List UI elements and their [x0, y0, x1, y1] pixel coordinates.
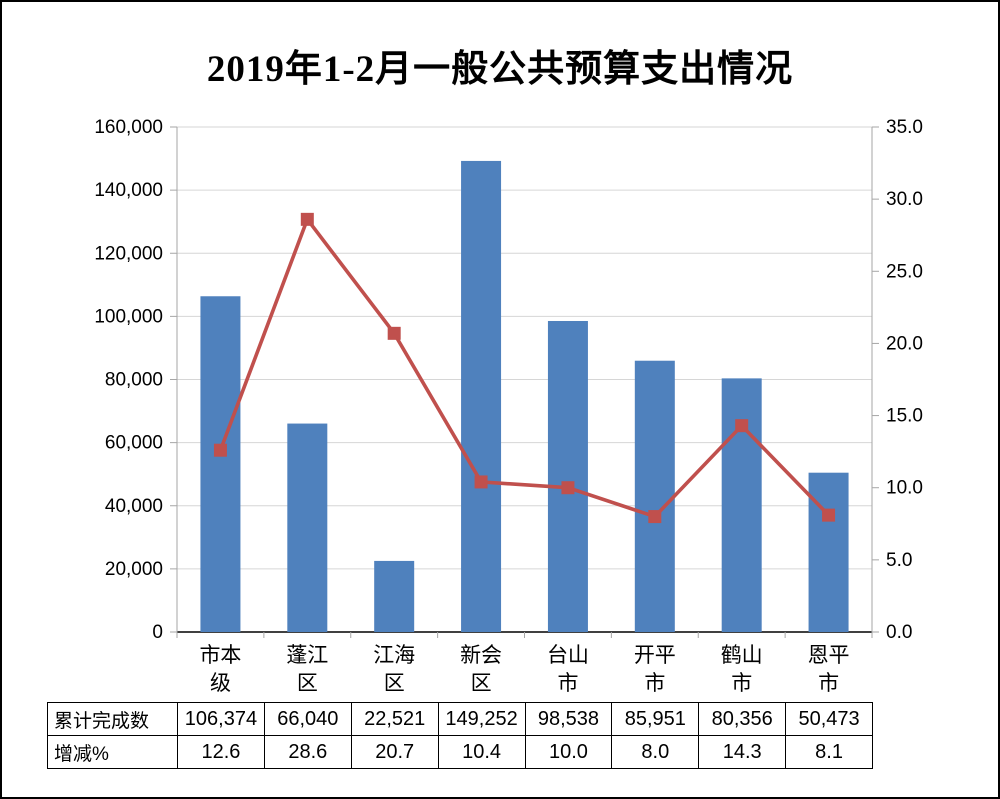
category-label: 市本	[199, 644, 241, 667]
bar	[287, 423, 328, 632]
bar	[808, 472, 849, 632]
right-axis-label: 30.0	[886, 189, 923, 210]
bar	[374, 560, 415, 632]
left-axis-label: 40,000	[105, 496, 163, 517]
left-axis-label: 60,000	[105, 433, 163, 454]
left-axis-label: 20,000	[105, 559, 163, 580]
table-value-cell: 28.6	[264, 736, 352, 769]
table-value-cell: 10.4	[438, 736, 526, 769]
right-axis-label: 35.0	[886, 117, 923, 138]
plot-area: 0 20,000 40,000 60,000 80,000 100,000 120,000 1…	[94, 117, 923, 695]
line-marker	[648, 510, 662, 524]
line-marker	[387, 326, 401, 340]
table-value-cell: 85,951	[612, 703, 700, 736]
category-label: 新会	[460, 644, 502, 667]
table-value-cell: 149,252	[438, 703, 526, 736]
bar	[461, 160, 502, 632]
category-label: 市	[557, 672, 578, 695]
bar	[200, 296, 241, 632]
table-value-cell: 80,356	[699, 703, 787, 736]
table-value-cell: 98,538	[525, 703, 613, 736]
right-axis-label: 5.0	[886, 550, 912, 571]
line-marker	[561, 481, 575, 495]
category-label: 区	[297, 672, 318, 695]
table-value-cell: 20.7	[351, 736, 439, 769]
table-value-cell: 66,040	[264, 703, 352, 736]
line-marker	[735, 419, 749, 433]
right-axis-label: 15.0	[886, 406, 923, 427]
table-value-cell: 10.0	[525, 736, 613, 769]
category-label: 区	[384, 672, 405, 695]
table-value-cell: 12.6	[178, 736, 265, 769]
left-axis-label: 120,000	[94, 243, 163, 264]
table-value-cell: 8.0	[612, 736, 700, 769]
bar	[547, 320, 588, 632]
chart-title: 2019年1-2月一般公共预算支出情况	[206, 49, 794, 90]
category-label: 级	[210, 672, 231, 695]
bar	[721, 378, 762, 632]
line-series	[218, 215, 830, 519]
table-value-cell: 106,374	[178, 703, 265, 736]
right-axis-label: 20.0	[886, 333, 923, 354]
table-value-cell: 14.3	[699, 736, 787, 769]
bar	[634, 360, 675, 632]
left-axis-label: 80,000	[105, 370, 163, 391]
line-marker	[474, 475, 488, 489]
left-axis-label: 100,000	[94, 306, 163, 327]
category-label: 开平	[634, 644, 676, 667]
table-value-cell: 50,473	[786, 703, 873, 736]
category-label: 鹤山	[721, 644, 763, 667]
left-axis-label: 0	[152, 622, 163, 643]
table-value-cell: 8.1	[786, 736, 873, 769]
table-row-label: 增减%	[48, 736, 178, 769]
left-axis-label: 160,000	[94, 117, 163, 138]
category-label: 区	[471, 672, 492, 695]
category-label: 蓬江	[286, 644, 328, 667]
table-value-cell: 22,521	[351, 703, 439, 736]
line-marker	[822, 508, 836, 522]
line-marker	[300, 212, 314, 226]
right-axis-label: 10.0	[886, 478, 923, 499]
category-label: 市	[818, 672, 839, 695]
category-label: 市	[644, 672, 665, 695]
category-label: 恩平	[808, 644, 850, 667]
line-marker	[213, 443, 227, 457]
data-table: 累计完成数 106,374 66,040 22,521 149,252 98,538 85,…	[47, 702, 873, 769]
right-axis-label: 0.0	[886, 622, 912, 643]
category-label: 市	[731, 672, 752, 695]
right-axis-label: 25.0	[886, 261, 923, 282]
left-axis-label: 140,000	[94, 180, 163, 201]
table-row-label: 累计完成数	[48, 703, 178, 736]
category-label: 台山	[547, 644, 589, 667]
category-label: 江海	[373, 644, 415, 667]
